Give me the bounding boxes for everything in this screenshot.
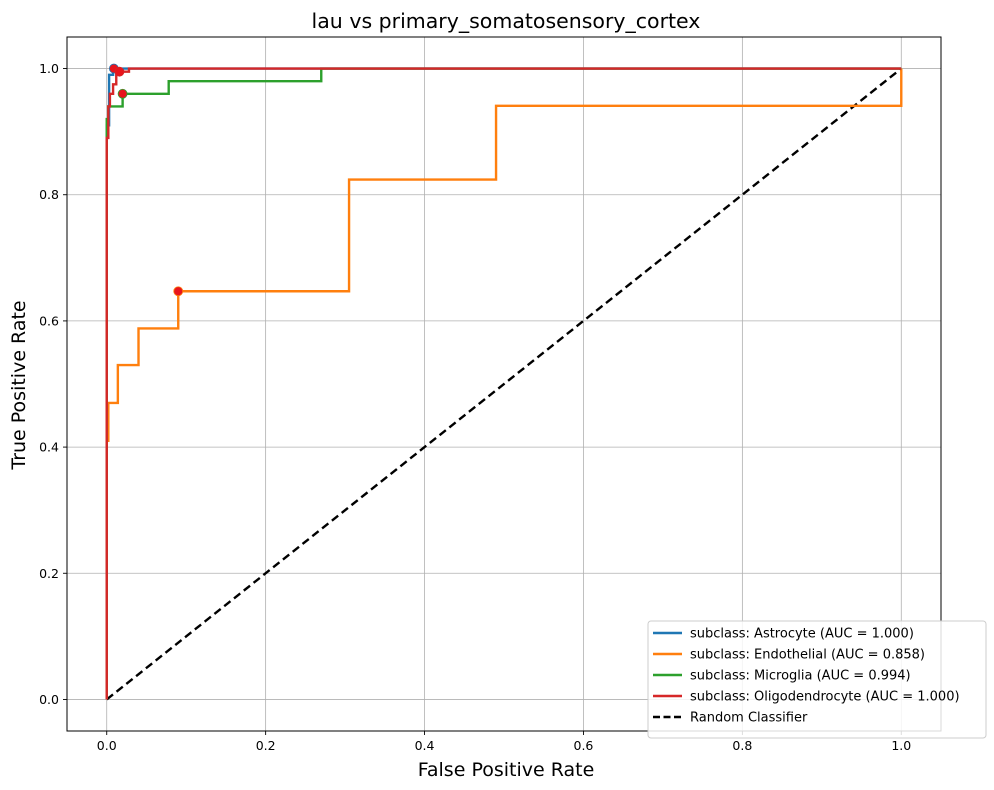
y-axis-title: True Positive Rate — [8, 300, 30, 470]
y-tick-label: 0.0 — [39, 692, 59, 707]
legend-label-subclass-astrocyte-auc-1-000: subclass: Astrocyte (AUC = 1.000) — [690, 627, 914, 642]
x-tick-label: 0.8 — [732, 738, 752, 753]
plot-frame — [66, 36, 942, 732]
x-tick-label: 0.6 — [574, 738, 594, 753]
x-axis-title: False Positive Rate — [418, 759, 595, 781]
x-tick-label: 1.0 — [891, 738, 911, 753]
marker-subclass-endothelial-auc-0-858 — [173, 286, 184, 297]
marker-subclass-oligodendrocyte-auc-1-000 — [114, 66, 125, 77]
plot-area: 0.0 0.2 0.4 0.6 0.8 1.0 0.0 0.2 0.4 0.6 0.8 1.0 — [39, 36, 942, 753]
y-tick-label: 0.4 — [39, 440, 59, 455]
legend: subclass: Astrocyte (AUC = 1.000) subclas… — [647, 620, 987, 739]
y-tick-label: 1.0 — [39, 61, 59, 76]
y-tick-label: 0.2 — [39, 566, 59, 581]
series-line-subclass-endothelial-auc-0-858 — [105, 68, 903, 700]
x-tick-label: 0.0 — [97, 738, 117, 753]
marker-subclass-microglia-auc-0-994 — [117, 88, 128, 99]
chart-title: lau vs primary_somatosensory_cortex — [312, 9, 701, 34]
legend-box — [647, 620, 987, 739]
x-tick-label: 0.4 — [415, 738, 435, 753]
legend-label-subclass-endothelial-auc-0-858: subclass: Endothelial (AUC = 0.858) — [690, 648, 925, 663]
x-tick-label: 0.2 — [256, 738, 276, 753]
legend-label-subclass-microglia-auc-0-994: subclass: Microglia (AUC = 0.994) — [690, 669, 911, 684]
series-line-random-classifier — [105, 67, 903, 701]
series-line-subclass-oligodendrocyte-auc-1-000 — [105, 67, 902, 700]
y-tick-label: 0.8 — [39, 187, 59, 202]
y-tick-label: 0.6 — [39, 313, 59, 328]
legend-label-subclass-oligodendrocyte-auc-1-000: subclass: Oligodendrocyte (AUC = 1.000) — [690, 690, 960, 705]
legend-label-random-classifier: Random Classifier — [690, 711, 808, 726]
